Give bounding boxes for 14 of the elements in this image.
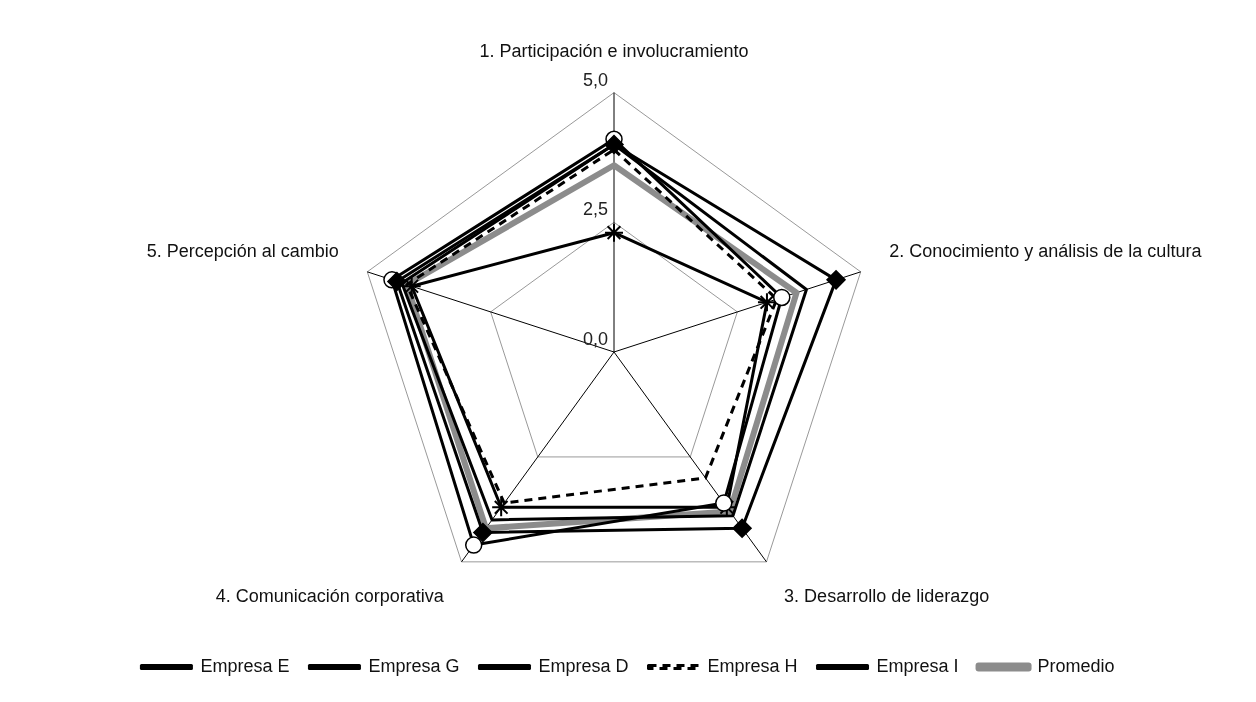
spoke-label: 4. Comunicación corporativa <box>215 585 445 606</box>
y-tick-label: 2,5 <box>582 199 608 220</box>
y-tick-label: 0,0 <box>582 328 608 349</box>
spoke-label: 3. Desarrollo de liderazgo <box>784 585 990 606</box>
legend-label: Empresa I <box>876 655 959 676</box>
spoke-label: 5. Percepción al cambio <box>146 240 339 261</box>
legend-label: Empresa D <box>538 655 629 676</box>
spoke-label: 1. Participación e involucramiento <box>479 40 749 61</box>
legend-label: Promedio <box>1037 655 1115 676</box>
y-tick-label: 5,0 <box>582 69 608 90</box>
legend-label: Empresa H <box>707 655 798 676</box>
legend-label: Empresa G <box>368 655 460 676</box>
legend-label: Empresa E <box>200 655 290 676</box>
spoke-label: 2. Conocimiento y análisis de la cultura <box>889 240 1203 261</box>
